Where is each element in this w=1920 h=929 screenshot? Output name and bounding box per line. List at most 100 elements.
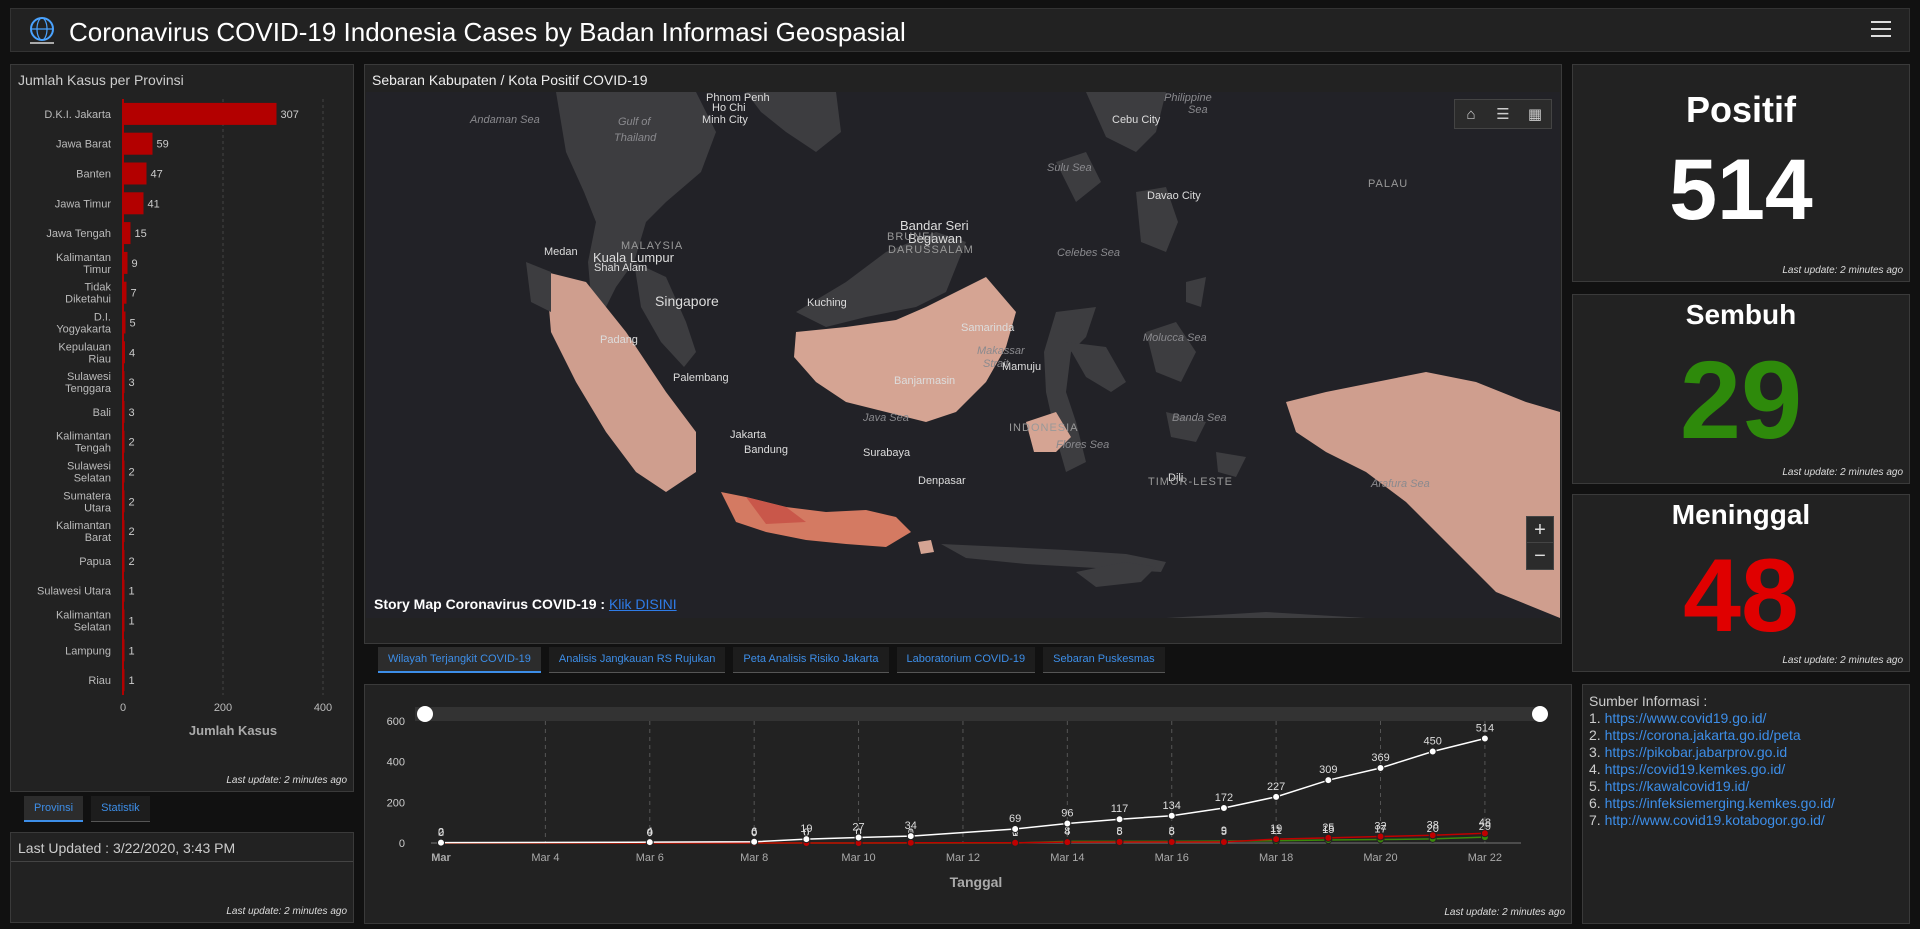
home-icon[interactable]: ⌂ [1466, 105, 1476, 123]
hamburger-menu-icon[interactable] [1871, 21, 1891, 39]
map-tab[interactable]: Analisis Jangkauan RS Rujukan [548, 647, 726, 673]
meninggal-last-update: Last update: 2 minutes ago [1782, 655, 1903, 666]
bar[interactable] [123, 222, 131, 245]
indonesia-map[interactable]: Phnom Penh Ho Chi Minh City Andaman Sea Gulf… [366, 92, 1560, 618]
positif-panel: Positif 514 Last update: 2 minutes ago [1572, 64, 1910, 282]
data-label: 309 [1319, 764, 1337, 776]
map-tab[interactable]: Sebaran Puskesmas [1043, 647, 1165, 673]
data-point[interactable] [854, 833, 863, 842]
source-link[interactable]: http://www.covid19.kotabogor.go.id/ [1604, 812, 1825, 828]
data-label: 5 [1221, 826, 1227, 838]
category-label: D.I. [94, 312, 111, 324]
data-point[interactable] [1219, 804, 1228, 813]
province-panel-title: Jumlah Kasus per Provinsi [18, 72, 184, 88]
range-slider-track[interactable] [415, 707, 1540, 721]
qrcode-icon[interactable]: ▦ [1527, 106, 1543, 123]
sources-list: Sumber Informasi : 1. https://www.covid1… [1589, 693, 1835, 829]
source-link[interactable]: https://pikobar.jabarprov.go.id [1604, 744, 1788, 760]
data-point[interactable] [1480, 829, 1489, 838]
zoom-in-button[interactable]: + [1527, 517, 1553, 543]
zoom-out-button[interactable]: − [1534, 545, 1546, 567]
data-point[interactable] [1063, 819, 1072, 828]
bar[interactable] [123, 251, 128, 274]
data-point[interactable] [906, 832, 915, 841]
category-label: Tenggara [65, 383, 112, 395]
map-label: Ho Chi [712, 102, 746, 114]
data-point[interactable] [645, 838, 654, 847]
data-label: 5 [1116, 826, 1122, 838]
data-label: 27 [852, 822, 864, 834]
positif-value: 514 [1669, 142, 1813, 238]
bar-value-label: 15 [135, 228, 147, 240]
bar[interactable] [123, 132, 153, 155]
data-point[interactable] [1115, 815, 1124, 824]
bar[interactable] [123, 192, 144, 215]
data-label: 19 [800, 823, 812, 835]
map-tab[interactable]: Laboratorium COVID-19 [896, 647, 1036, 673]
tab-provinsi[interactable]: Provinsi [24, 796, 84, 822]
data-point[interactable] [437, 838, 445, 847]
map-toolbar: ⌂ ☰ ▦ [1454, 99, 1552, 129]
data-point[interactable] [1480, 734, 1489, 743]
updated-panel: Last Updated : 3/22/2020, 3:43 PM Last u… [10, 832, 354, 923]
category-label: Jawa Barat [56, 139, 111, 151]
bar[interactable] [123, 281, 127, 304]
data-point[interactable] [1011, 824, 1020, 833]
data-point[interactable] [1428, 831, 1437, 840]
source-link[interactable]: https://covid19.kemkes.go.id/ [1604, 761, 1786, 777]
bar-value-label: 3 [129, 377, 135, 389]
bar[interactable] [123, 162, 147, 185]
data-label: 0 [855, 827, 861, 839]
source-link[interactable]: https://infeksiemerging.kemkes.go.id/ [1604, 795, 1835, 811]
map-label: Begawan [908, 231, 963, 246]
source-link[interactable]: https://corona.jakarta.go.id/peta [1604, 727, 1801, 743]
source-link[interactable]: https://kawalcovid19.id/ [1604, 778, 1750, 794]
bar[interactable] [123, 311, 126, 334]
map-label: INDONESIA [1009, 422, 1079, 434]
data-point[interactable] [1011, 838, 1020, 847]
bar[interactable] [123, 102, 277, 125]
data-point[interactable] [906, 838, 915, 847]
data-point[interactable] [1324, 833, 1333, 842]
data-label: 8 [1169, 825, 1175, 837]
story-map-link[interactable]: Klik DISINI [608, 596, 677, 612]
range-slider-left-handle[interactable] [417, 706, 433, 722]
sembuh-value: 29 [1679, 339, 1803, 462]
data-point[interactable] [1272, 792, 1281, 801]
data-point[interactable] [1115, 837, 1124, 846]
tab-statistik[interactable]: Statistik [91, 796, 150, 822]
x-tick-label: Mar 4 [531, 852, 559, 864]
map-label: MALAYSIA [621, 240, 684, 252]
data-point[interactable] [1324, 776, 1333, 785]
data-point[interactable] [1063, 838, 1072, 847]
data-point[interactable] [750, 837, 759, 846]
data-point[interactable] [1167, 837, 1176, 846]
x-tick-label: Mar 12 [946, 852, 980, 864]
list-icon[interactable]: ☰ [1496, 106, 1510, 123]
sources-panel: Sumber Informasi : 1. https://www.covid1… [1582, 684, 1910, 924]
category-label: Riau [88, 675, 111, 687]
map-tab[interactable]: Wilayah Terjangkit COVID-19 [378, 647, 541, 673]
data-label: 227 [1267, 781, 1285, 793]
category-label: Yogyakarta [56, 324, 112, 336]
data-point[interactable] [802, 835, 811, 844]
data-point[interactable] [1428, 747, 1437, 756]
data-point[interactable] [1167, 811, 1176, 820]
map-label: Gulf of [618, 116, 651, 128]
map-label: TIMOR-LESTE [1148, 476, 1233, 488]
data-point[interactable] [1272, 835, 1281, 844]
data-point[interactable] [1219, 837, 1228, 846]
range-slider-right-handle[interactable] [1532, 706, 1548, 722]
category-label: Banten [76, 169, 111, 181]
data-label: 0 [438, 827, 444, 839]
map-label: Mamuju [1002, 361, 1042, 373]
map-tab[interactable]: Peta Analisis Risiko Jakarta [733, 647, 889, 673]
category-label: Jawa Timur [55, 198, 112, 210]
map-label: Minh City [702, 114, 748, 126]
x-tick-label: Mar 10 [841, 852, 875, 864]
map-label: Arafura Sea [1371, 478, 1430, 490]
source-link[interactable]: https://www.covid19.go.id/ [1604, 710, 1767, 726]
story-map-text: Story Map Coronavirus COVID-19 : Klik DI… [374, 596, 677, 612]
data-point[interactable] [1376, 763, 1385, 772]
data-point[interactable] [1376, 832, 1385, 841]
